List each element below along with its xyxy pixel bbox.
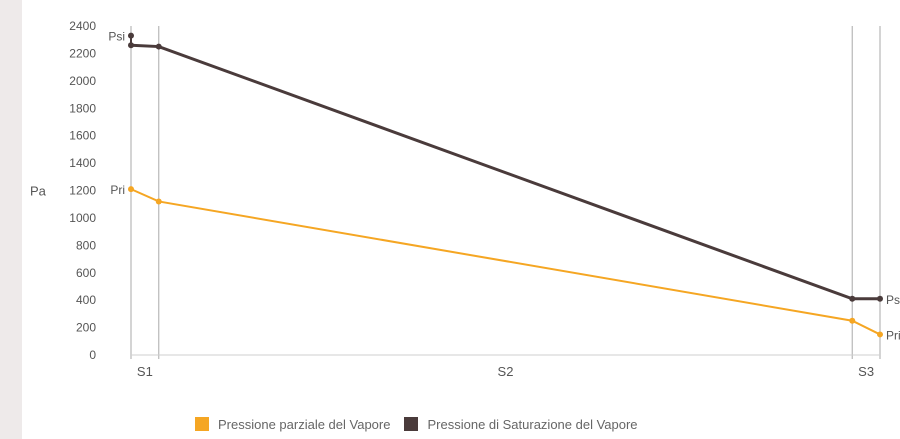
legend-item-partial: Pressione parziale del Vapore [195,417,390,432]
legend-swatch-saturation [404,417,419,431]
y-axis-ticks: 0 200 400 600 800 1000 1200 1400 1600 1800 2000 220… [69,19,96,362]
left-margin-strip [0,0,22,439]
y-tick-label: 200 [76,321,96,335]
annotation-label: Pri [886,328,900,342]
y-tick-label: 2200 [69,46,96,60]
annotation-label: Psi [108,30,125,44]
legend-item-saturation: Pressione di Saturazione del Vapore [404,416,638,432]
series-point [877,331,883,338]
annotation-label: Pri [110,183,125,197]
legend: Pressione parziale del Vapore Pressione … [195,414,652,434]
data-series [128,42,883,338]
y-tick-label: 600 [76,266,96,280]
y-tick-label: 1400 [69,156,96,170]
y-tick-label: 0 [89,348,96,362]
chart-panel [22,0,900,439]
annotations: Psi Pri Ps Pri [108,30,900,343]
y-tick-label: 2400 [69,19,96,33]
layer-boundaries [130,26,881,359]
series-line [130,43,880,301]
series-point [849,295,856,302]
legend-label-partial: Pressione parziale del Vapore [218,416,391,432]
annotation-marker [128,32,134,39]
y-tick-label: 1800 [69,101,96,115]
x-axis-ticks: S1 S2 S3 [137,364,874,379]
x-tick-label: S1 [137,364,153,379]
series-point [155,43,162,50]
x-tick-label: S2 [498,364,514,379]
legend-label-saturation: Pressione di Saturazione del Vapore [427,416,638,432]
legend-swatch-partial [195,417,209,431]
series-point [877,295,883,302]
series-point [128,186,134,193]
series-point [849,317,856,324]
y-tick-label: 400 [76,293,96,307]
y-tick-label: 1000 [69,211,96,225]
y-axis-label: Pa [30,184,47,199]
y-tick-label: 800 [76,238,96,252]
annotation-label: Ps [886,293,900,307]
y-tick-label: 1200 [69,184,96,198]
series-point [155,198,162,205]
y-tick-label: 2000 [69,74,96,88]
x-tick-label: S3 [858,364,874,379]
y-tick-label: 1600 [69,129,96,143]
series-line [130,188,881,336]
